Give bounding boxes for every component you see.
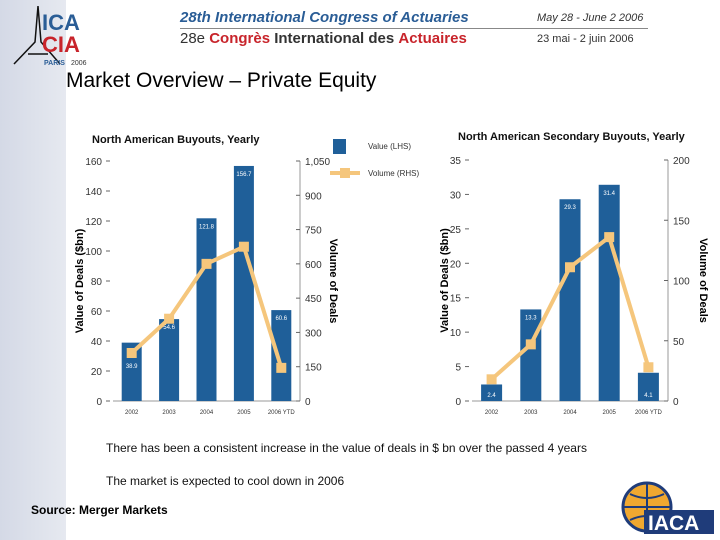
x-tick-label: 2005 xyxy=(237,410,251,416)
x-tick-label: 2003 xyxy=(524,410,538,416)
bar-data-label: 121.8 xyxy=(199,224,215,230)
bullet-2: The market is expected to cool down in 2… xyxy=(106,474,345,488)
x-tick-label: 2004 xyxy=(200,410,214,416)
y2-tick-label: 900 xyxy=(305,191,322,202)
y-tick-label: 5 xyxy=(455,363,461,374)
bar xyxy=(233,165,254,401)
y2-tick-label: 0 xyxy=(673,397,679,408)
bar xyxy=(159,319,180,401)
volume-marker xyxy=(238,241,249,252)
y2-tick-label: 100 xyxy=(673,277,690,288)
y2-tick-label: 150 xyxy=(673,216,690,227)
volume-marker xyxy=(525,339,536,350)
x-tick-label: 2006 YTD xyxy=(268,410,296,416)
y-tick-label: 120 xyxy=(85,217,102,228)
date-fr: 23 mai - 2 juin 2006 xyxy=(537,33,634,45)
bar xyxy=(598,184,620,401)
bar-data-label: 29.3 xyxy=(564,205,576,211)
y-tick-label: 20 xyxy=(91,367,103,378)
y2-tick-label: 150 xyxy=(305,363,322,374)
volume-marker xyxy=(565,262,575,273)
y-tick-label: 80 xyxy=(91,277,103,288)
y2-axis-label: Volume of Deals xyxy=(697,238,709,323)
source-note: Source: Merger Markets xyxy=(31,503,168,517)
congress-title-en: 28th International Congress of Actuaries xyxy=(180,9,469,26)
bar-data-label: 38.9 xyxy=(126,364,138,370)
y2-tick-label: 1,050 xyxy=(305,157,330,168)
y2-tick-label: 600 xyxy=(305,260,322,271)
slide-title: Market Overview – Private Equity xyxy=(66,69,377,92)
congress-title-fr: 28e Congrès International des Actuaires xyxy=(180,30,467,47)
volume-marker xyxy=(126,348,137,358)
svg-text:2006: 2006 xyxy=(71,60,87,67)
bar-data-label: 2.4 xyxy=(487,393,496,399)
volume-marker xyxy=(643,362,654,373)
bar-data-label: 31.4 xyxy=(603,191,615,197)
chart-title: North American Buyouts, Yearly xyxy=(92,134,260,146)
y2-tick-label: 450 xyxy=(305,294,322,305)
y-tick-label: 100 xyxy=(85,247,102,258)
svg-text:PARIS: PARIS xyxy=(44,60,65,67)
y-axis-label: Value of Deals ($bn) xyxy=(74,228,86,333)
volume-marker xyxy=(201,258,212,269)
y-tick-label: 20 xyxy=(450,259,462,270)
y-tick-label: 0 xyxy=(455,397,461,408)
legend-label-value: Value (LHS) xyxy=(368,142,411,151)
y-tick-label: 140 xyxy=(85,187,102,198)
x-tick-label: 2002 xyxy=(125,410,139,416)
x-tick-label: 2005 xyxy=(603,410,617,416)
header-divider xyxy=(180,28,648,29)
charts-area: North American Buyouts, Yearly 0 20 40 60 80 1… xyxy=(74,131,709,416)
y-tick-label: 160 xyxy=(85,157,102,168)
bar-data-label: 13.3 xyxy=(525,315,537,321)
iaca-logo: IACA xyxy=(621,481,714,535)
svg-text:IACA: IACA xyxy=(648,512,699,535)
svg-text:ICA: ICA xyxy=(42,10,80,35)
y2-tick-label: 300 xyxy=(305,328,322,339)
y2-tick-label: 750 xyxy=(305,226,322,237)
y-tick-label: 60 xyxy=(91,307,103,318)
bar xyxy=(637,372,659,401)
y2-axis-label: Volume of Deals xyxy=(327,239,339,324)
y-tick-label: 15 xyxy=(450,294,462,305)
bar xyxy=(196,218,217,401)
bar xyxy=(271,310,292,401)
bar xyxy=(559,199,581,401)
volume-marker xyxy=(486,374,497,385)
left-decor-strip xyxy=(0,0,66,540)
y-tick-label: 35 xyxy=(450,156,462,167)
bar-data-label: 4.1 xyxy=(644,393,653,399)
bar-data-label: 156.7 xyxy=(236,172,252,178)
x-tick-label: 2006 YTD xyxy=(635,410,663,416)
x-tick-label: 2004 xyxy=(563,410,577,416)
bar-data-label: 54.6 xyxy=(163,325,175,331)
bar xyxy=(520,309,542,401)
bar xyxy=(481,384,503,401)
y2-tick-label: 50 xyxy=(673,337,685,348)
svg-text:CIA: CIA xyxy=(42,32,80,57)
y2-tick-label: 0 xyxy=(305,397,311,408)
y-axis-label: Value of Deals ($bn) xyxy=(439,228,451,333)
x-tick-label: 2003 xyxy=(162,410,176,416)
bullet-1: There has been a consistent increase in … xyxy=(106,441,587,455)
bar-data-label: 60.6 xyxy=(275,316,287,322)
ica-logo: ICA CIA PARIS 2006 xyxy=(13,5,87,67)
date-en: May 28 - June 2 2006 xyxy=(537,12,644,24)
legend-swatch-value xyxy=(333,139,346,154)
volume-marker xyxy=(164,313,175,324)
y-tick-label: 0 xyxy=(96,397,102,408)
y2-tick-label: 200 xyxy=(673,156,690,167)
y-tick-label: 25 xyxy=(450,225,462,236)
y-tick-label: 10 xyxy=(450,328,462,339)
y-tick-label: 30 xyxy=(450,190,462,201)
volume-marker xyxy=(276,362,287,373)
x-tick-label: 2002 xyxy=(485,410,499,416)
y-tick-label: 40 xyxy=(91,337,103,348)
chart-title: North American Secondary Buyouts, Yearly xyxy=(458,131,686,143)
legend-label-volume: Volume (RHS) xyxy=(368,169,419,178)
volume-marker xyxy=(604,232,615,243)
legend-swatch-volume-marker xyxy=(340,168,350,178)
